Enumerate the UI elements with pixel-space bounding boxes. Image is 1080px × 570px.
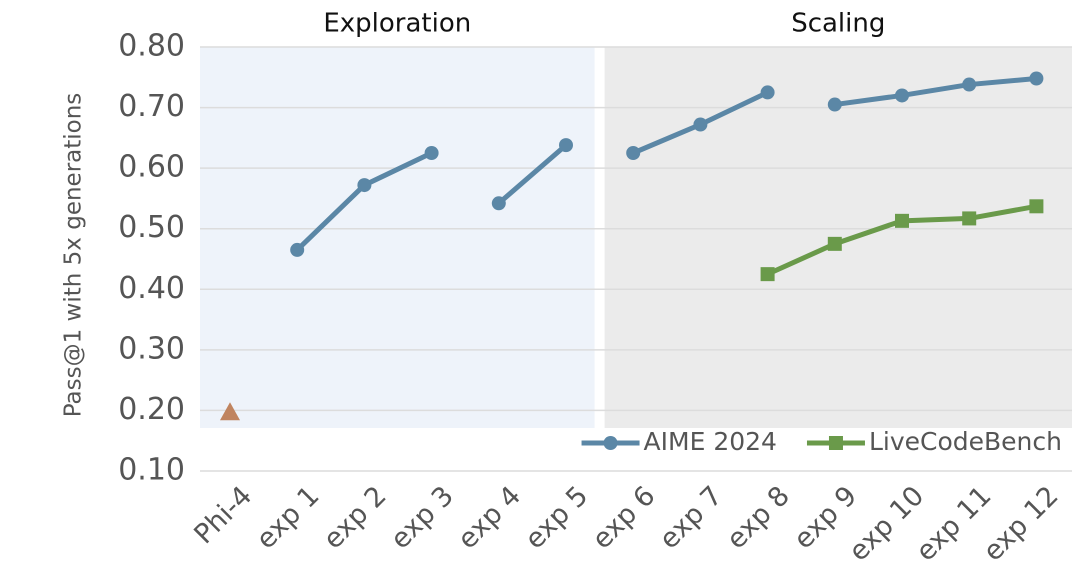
series-line [834,76,1037,108]
point [760,85,775,100]
y-tick-label: 0.20 [118,392,185,427]
y-tick-label: 0.60 [118,150,185,185]
x-tick-label: exp 3 [385,480,460,555]
x-tick-label: exp 7 [654,480,729,555]
point [895,88,909,103]
point [760,267,775,282]
legend-label: AIME 2024 [644,427,777,456]
y-tick-label: 0.10 [118,453,185,488]
x-tick-label: exp 5 [519,480,594,555]
region [200,47,595,428]
point [357,178,372,193]
y-tick-label: 0.30 [118,331,185,366]
x-tick-label: exp 12 [978,480,1065,567]
y-axis-label: Pass@1 with 5x generations [61,93,87,418]
x-tick-label: exp 8 [721,480,796,555]
point [220,402,240,421]
y-tick-label: 0.80 [118,29,185,64]
point [424,146,439,160]
point [626,146,641,160]
legend-marker [828,436,843,450]
x-tick-label: exp 1 [250,480,325,555]
point [827,236,842,251]
region-label: Exploration [323,9,471,39]
point [491,196,506,211]
point [290,242,305,257]
x-tick-label: exp 2 [318,480,393,555]
x-tick-label: exp 11 [910,480,997,567]
series-line [497,143,568,206]
point [559,138,573,153]
point [1029,71,1044,86]
point [895,213,909,228]
y-tick-label: 0.40 [118,271,185,306]
point [1029,199,1044,214]
region-label: Scaling [791,9,885,39]
point [693,117,708,132]
point [962,211,977,226]
point [962,77,977,92]
point [827,97,842,112]
x-tick-label: Phi-4 [188,480,258,550]
x-tick-label: exp 10 [843,480,930,567]
y-tick-label: 0.70 [118,89,185,124]
y-tick-label: 0.50 [118,210,185,245]
x-tick-label: exp 4 [452,480,527,555]
x-tick-label: exp 6 [586,480,661,555]
legend-label: LiveCodeBench [869,427,1062,456]
legend-marker [603,436,618,450]
